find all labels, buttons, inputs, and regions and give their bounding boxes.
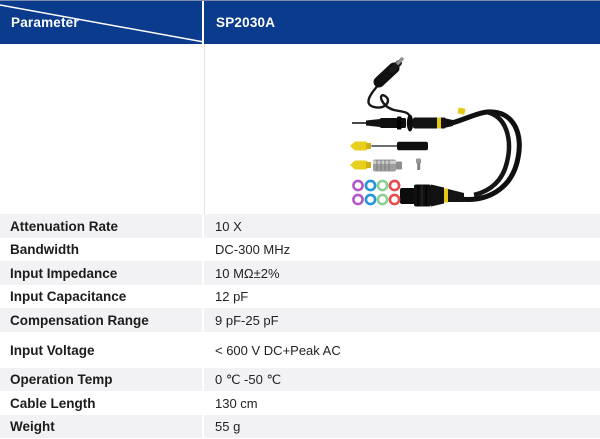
spec-value: 10 X (215, 218, 242, 234)
spec-row-bandwidth: Bandwidth DC-300 MHz (0, 238, 600, 261)
spec-value: 12 pF (215, 289, 249, 304)
spec-label: Weight (0, 415, 204, 438)
spec-value: 10 MΩ±2% (215, 265, 280, 281)
spec-row-compensation-range: Compensation Range 9 pF-25 pF (0, 308, 600, 332)
spec-value: 0 ℃ -50 ℃ (215, 371, 282, 387)
spec-row-input-capacitance: Input Capacitance 12 pF (0, 285, 600, 308)
spec-label: Operation Temp (0, 368, 204, 391)
spec-row-weight: Weight 55 g (0, 415, 600, 438)
spec-label: Attenuation Rate (0, 214, 204, 238)
spec-label: Compensation Range (0, 308, 204, 332)
table-header: Parameter SP2030A (0, 0, 600, 44)
product-image-row (0, 44, 600, 214)
spec-value: < 600 V DC+Peak AC (215, 342, 341, 358)
spec-row-cable-length: Cable Length 130 cm (0, 391, 600, 415)
spec-row-input-impedance: Input Impedance 10 MΩ±2% (0, 261, 600, 285)
spec-row-input-voltage: Input Voltage < 600 V DC+Peak AC (0, 332, 600, 368)
header-model-label: SP2030A (216, 15, 276, 30)
spec-row-attenuation-rate: Attenuation Rate 10 X (0, 214, 600, 238)
spec-value: 55 g (215, 419, 241, 434)
header-parameter-label: Parameter (11, 15, 79, 30)
header-parameter-cell: Parameter (0, 1, 204, 44)
spec-label: Bandwidth (0, 238, 204, 261)
spec-value: 9 pF-25 pF (215, 312, 279, 328)
spec-label: Cable Length (0, 391, 204, 415)
spec-label: Input Voltage (0, 332, 204, 368)
spec-row-operation-temp: Operation Temp 0 ℃ -50 ℃ (0, 368, 600, 391)
image-row-empty-cell (0, 44, 205, 214)
spec-label: Input Impedance (0, 261, 204, 285)
header-model-cell: SP2030A (204, 1, 600, 44)
probe-kit-photo (350, 57, 522, 207)
spec-value: DC-300 MHz (215, 242, 291, 257)
spec-label: Input Capacitance (0, 285, 204, 308)
spec-value: 130 cm (215, 395, 258, 411)
